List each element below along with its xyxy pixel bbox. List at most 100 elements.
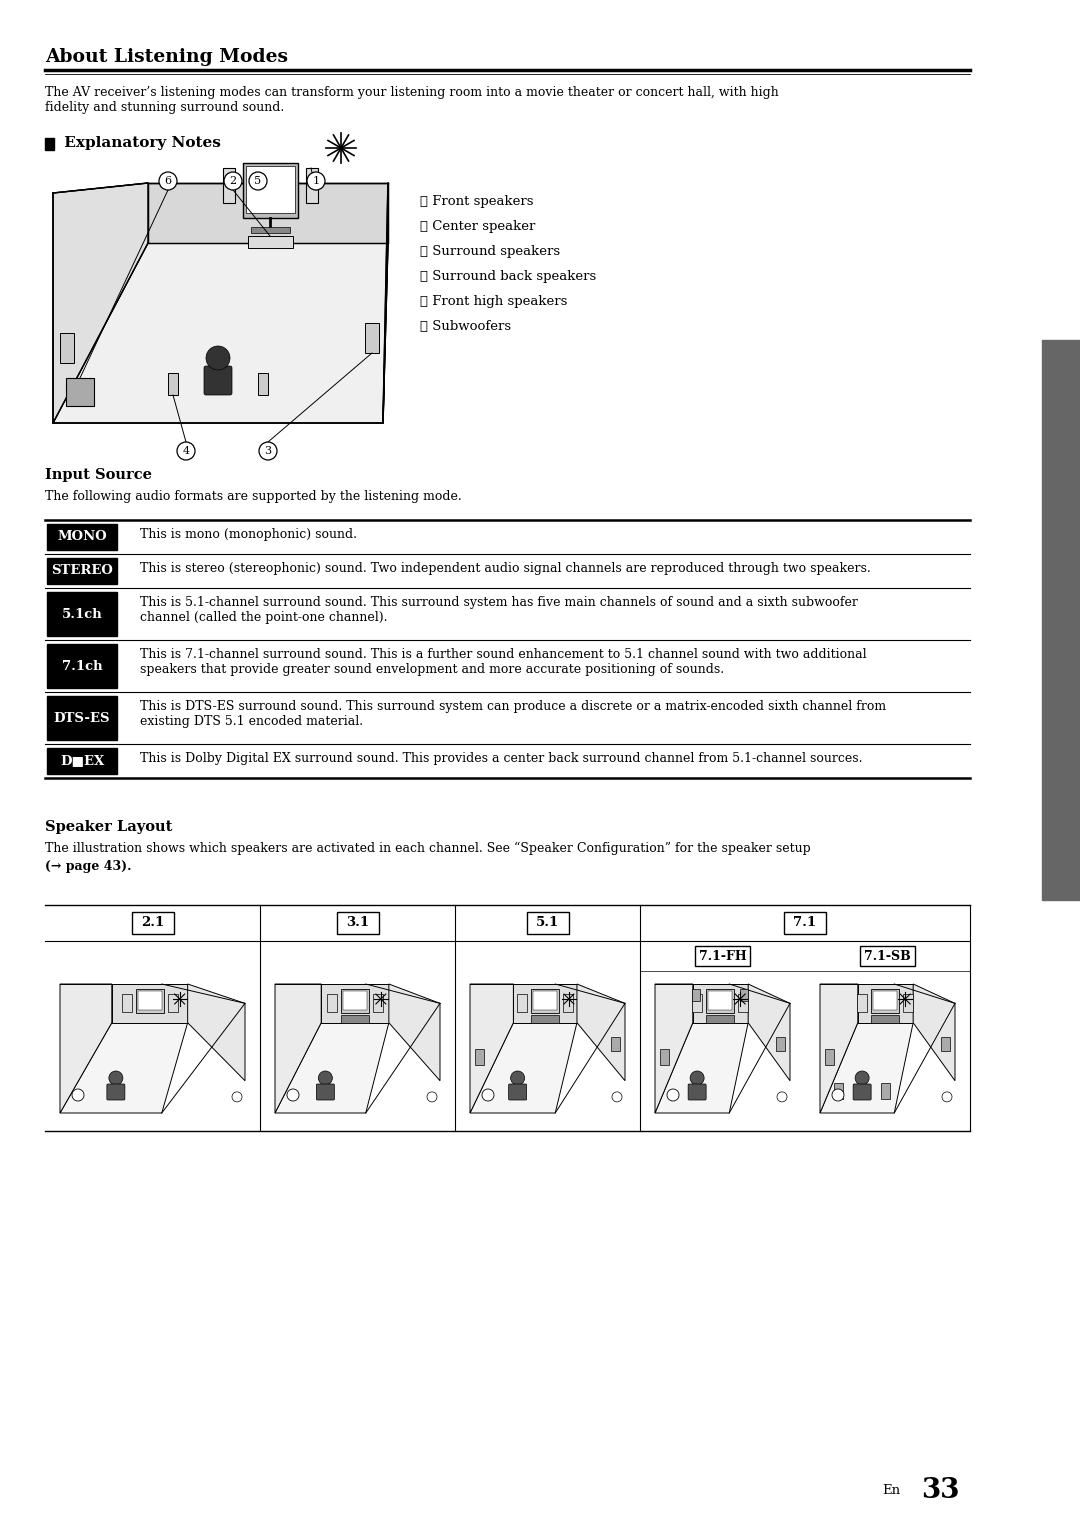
Text: DTS-ES: DTS-ES — [54, 711, 110, 725]
Bar — [872, 1015, 900, 1024]
Bar — [692, 989, 701, 1001]
Bar — [708, 992, 732, 1010]
Polygon shape — [654, 1022, 748, 1112]
Polygon shape — [858, 984, 914, 1022]
Circle shape — [511, 1071, 525, 1085]
Polygon shape — [60, 1022, 188, 1112]
Polygon shape — [60, 984, 112, 1112]
Bar — [834, 1083, 843, 1099]
Bar — [343, 992, 367, 1010]
Polygon shape — [148, 183, 388, 243]
Bar — [48, 748, 117, 774]
Bar — [872, 989, 900, 1013]
Circle shape — [855, 1071, 869, 1085]
Bar — [475, 1048, 484, 1065]
Polygon shape — [470, 1022, 577, 1112]
Bar — [258, 372, 268, 395]
FancyBboxPatch shape — [316, 1083, 335, 1100]
Text: This is mono (monophonic) sound.: This is mono (monophonic) sound. — [140, 528, 357, 542]
Circle shape — [307, 172, 325, 191]
Bar — [66, 378, 94, 406]
Bar — [48, 592, 117, 636]
Polygon shape — [53, 243, 388, 423]
Text: 7.1-SB: 7.1-SB — [864, 949, 910, 963]
Bar — [941, 1038, 950, 1051]
Polygon shape — [321, 984, 389, 1022]
Text: ② Center speaker: ② Center speaker — [420, 220, 536, 233]
Bar — [874, 992, 897, 1010]
Bar — [45, 137, 54, 150]
Circle shape — [287, 1090, 299, 1100]
Text: The illustration shows which speakers are activated in each channel. See “Speake: The illustration shows which speakers ar… — [45, 842, 811, 855]
Text: 4: 4 — [183, 446, 190, 456]
Bar — [534, 992, 557, 1010]
Text: Explanatory Notes: Explanatory Notes — [59, 136, 221, 150]
Bar — [138, 992, 162, 1010]
Bar — [136, 989, 164, 1013]
Text: 2.1: 2.1 — [140, 917, 164, 929]
Circle shape — [224, 172, 242, 191]
Text: ⑤ Front high speakers: ⑤ Front high speakers — [420, 295, 567, 308]
Circle shape — [942, 1093, 951, 1102]
Bar — [692, 995, 702, 1012]
Bar — [341, 1015, 369, 1024]
Bar — [611, 1038, 620, 1051]
Circle shape — [690, 1071, 704, 1085]
Text: (→ page 43).: (→ page 43). — [45, 861, 132, 873]
Text: 7.1-FH: 7.1-FH — [699, 949, 746, 963]
Text: 33: 33 — [921, 1477, 960, 1503]
Bar — [243, 163, 298, 218]
Text: Input Source: Input Source — [45, 468, 152, 482]
Bar — [739, 995, 748, 1012]
Text: Speaker Layout: Speaker Layout — [45, 819, 173, 835]
Text: 7.1: 7.1 — [794, 917, 816, 929]
Bar — [132, 913, 174, 934]
Text: This is 7.1-channel surround sound. This is a further sound enhancement to 5.1 c: This is 7.1-channel surround sound. This… — [140, 649, 866, 676]
Circle shape — [249, 172, 267, 191]
Bar — [48, 523, 117, 549]
Circle shape — [427, 1093, 437, 1102]
Polygon shape — [53, 183, 148, 423]
Circle shape — [259, 443, 276, 459]
Circle shape — [777, 1093, 787, 1102]
Bar — [706, 989, 734, 1013]
Text: This is 5.1-channel surround sound. This surround system has five main channels : This is 5.1-channel surround sound. This… — [140, 597, 858, 624]
Bar — [251, 227, 291, 233]
Bar — [706, 1015, 734, 1024]
Circle shape — [482, 1090, 494, 1100]
Polygon shape — [275, 984, 321, 1112]
FancyBboxPatch shape — [688, 1083, 706, 1100]
Text: About Listening Modes: About Listening Modes — [45, 47, 288, 66]
Text: This is Dolby Digital EX surround sound. This provides a center back surround ch: This is Dolby Digital EX surround sound.… — [140, 752, 863, 765]
Text: 3.1: 3.1 — [346, 917, 369, 929]
FancyBboxPatch shape — [509, 1083, 527, 1100]
Polygon shape — [383, 183, 388, 423]
Circle shape — [206, 346, 230, 369]
Text: ⑥ Subwoofers: ⑥ Subwoofers — [420, 320, 511, 333]
Text: ① Front speakers: ① Front speakers — [420, 195, 534, 208]
Text: 5: 5 — [255, 175, 261, 186]
Bar — [904, 995, 914, 1012]
Circle shape — [177, 443, 195, 459]
Polygon shape — [513, 984, 577, 1022]
Bar — [858, 995, 867, 1012]
Text: This is DTS-ES surround sound. This surround system can produce a discrete or a : This is DTS-ES surround sound. This surr… — [140, 700, 886, 728]
Bar — [48, 644, 117, 688]
Bar — [246, 166, 295, 214]
Bar — [168, 372, 178, 395]
Text: STEREO: STEREO — [51, 565, 113, 577]
FancyBboxPatch shape — [853, 1083, 872, 1100]
Polygon shape — [112, 984, 188, 1022]
Polygon shape — [820, 984, 858, 1112]
Bar — [373, 995, 383, 1012]
Circle shape — [612, 1093, 622, 1102]
Bar — [48, 696, 117, 740]
Bar — [60, 333, 75, 363]
Text: 2: 2 — [229, 175, 237, 186]
Polygon shape — [820, 1022, 914, 1112]
Text: 3: 3 — [265, 446, 271, 456]
Circle shape — [319, 1071, 333, 1085]
Polygon shape — [470, 984, 513, 1112]
Bar — [306, 168, 318, 203]
Polygon shape — [914, 984, 955, 1080]
